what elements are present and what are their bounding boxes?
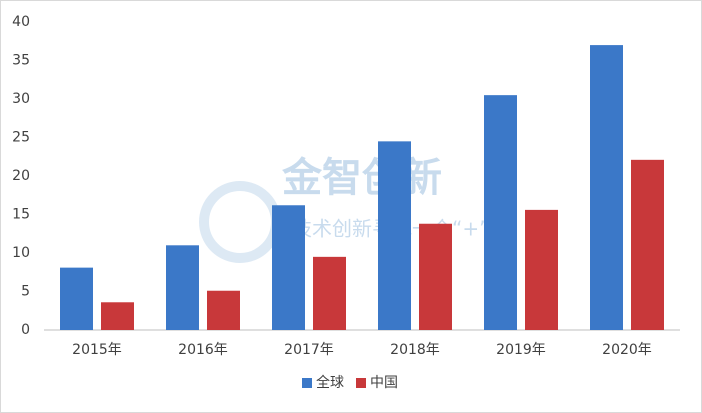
bar [525, 209, 558, 330]
y-tick-label: 5 [21, 284, 30, 300]
bar [60, 267, 93, 330]
bar [590, 45, 623, 330]
legend-swatch [302, 378, 312, 388]
bar [166, 245, 199, 330]
y-tick-label: 15 [12, 207, 30, 223]
x-tick-label: 2018年 [390, 342, 440, 358]
bar [378, 141, 411, 330]
y-tick-label: 30 [12, 91, 30, 107]
bar [419, 223, 452, 330]
bar [631, 159, 664, 330]
bar [207, 290, 240, 330]
legend-label: 中国 [370, 375, 398, 391]
bar [101, 302, 134, 330]
bar [484, 95, 517, 331]
y-tick-label: 25 [12, 130, 30, 146]
y-tick-label: 20 [12, 168, 30, 184]
legend-swatch [356, 378, 366, 388]
y-tick-label: 0 [21, 322, 30, 338]
y-tick-label: 10 [12, 245, 30, 261]
x-tick-label: 2015年 [72, 342, 122, 358]
x-tick-label: 2016年 [178, 342, 228, 358]
y-tick-label: 40 [12, 14, 30, 30]
legend-label: 全球 [316, 374, 344, 391]
bar [313, 256, 346, 330]
y-tick-label: 35 [12, 53, 30, 69]
watermark-title: 金智创新 [281, 155, 442, 201]
x-tick-label: 2020年 [602, 342, 652, 358]
bar [272, 205, 305, 330]
x-tick-label: 2017年 [284, 342, 334, 358]
x-tick-label: 2019年 [496, 342, 546, 358]
